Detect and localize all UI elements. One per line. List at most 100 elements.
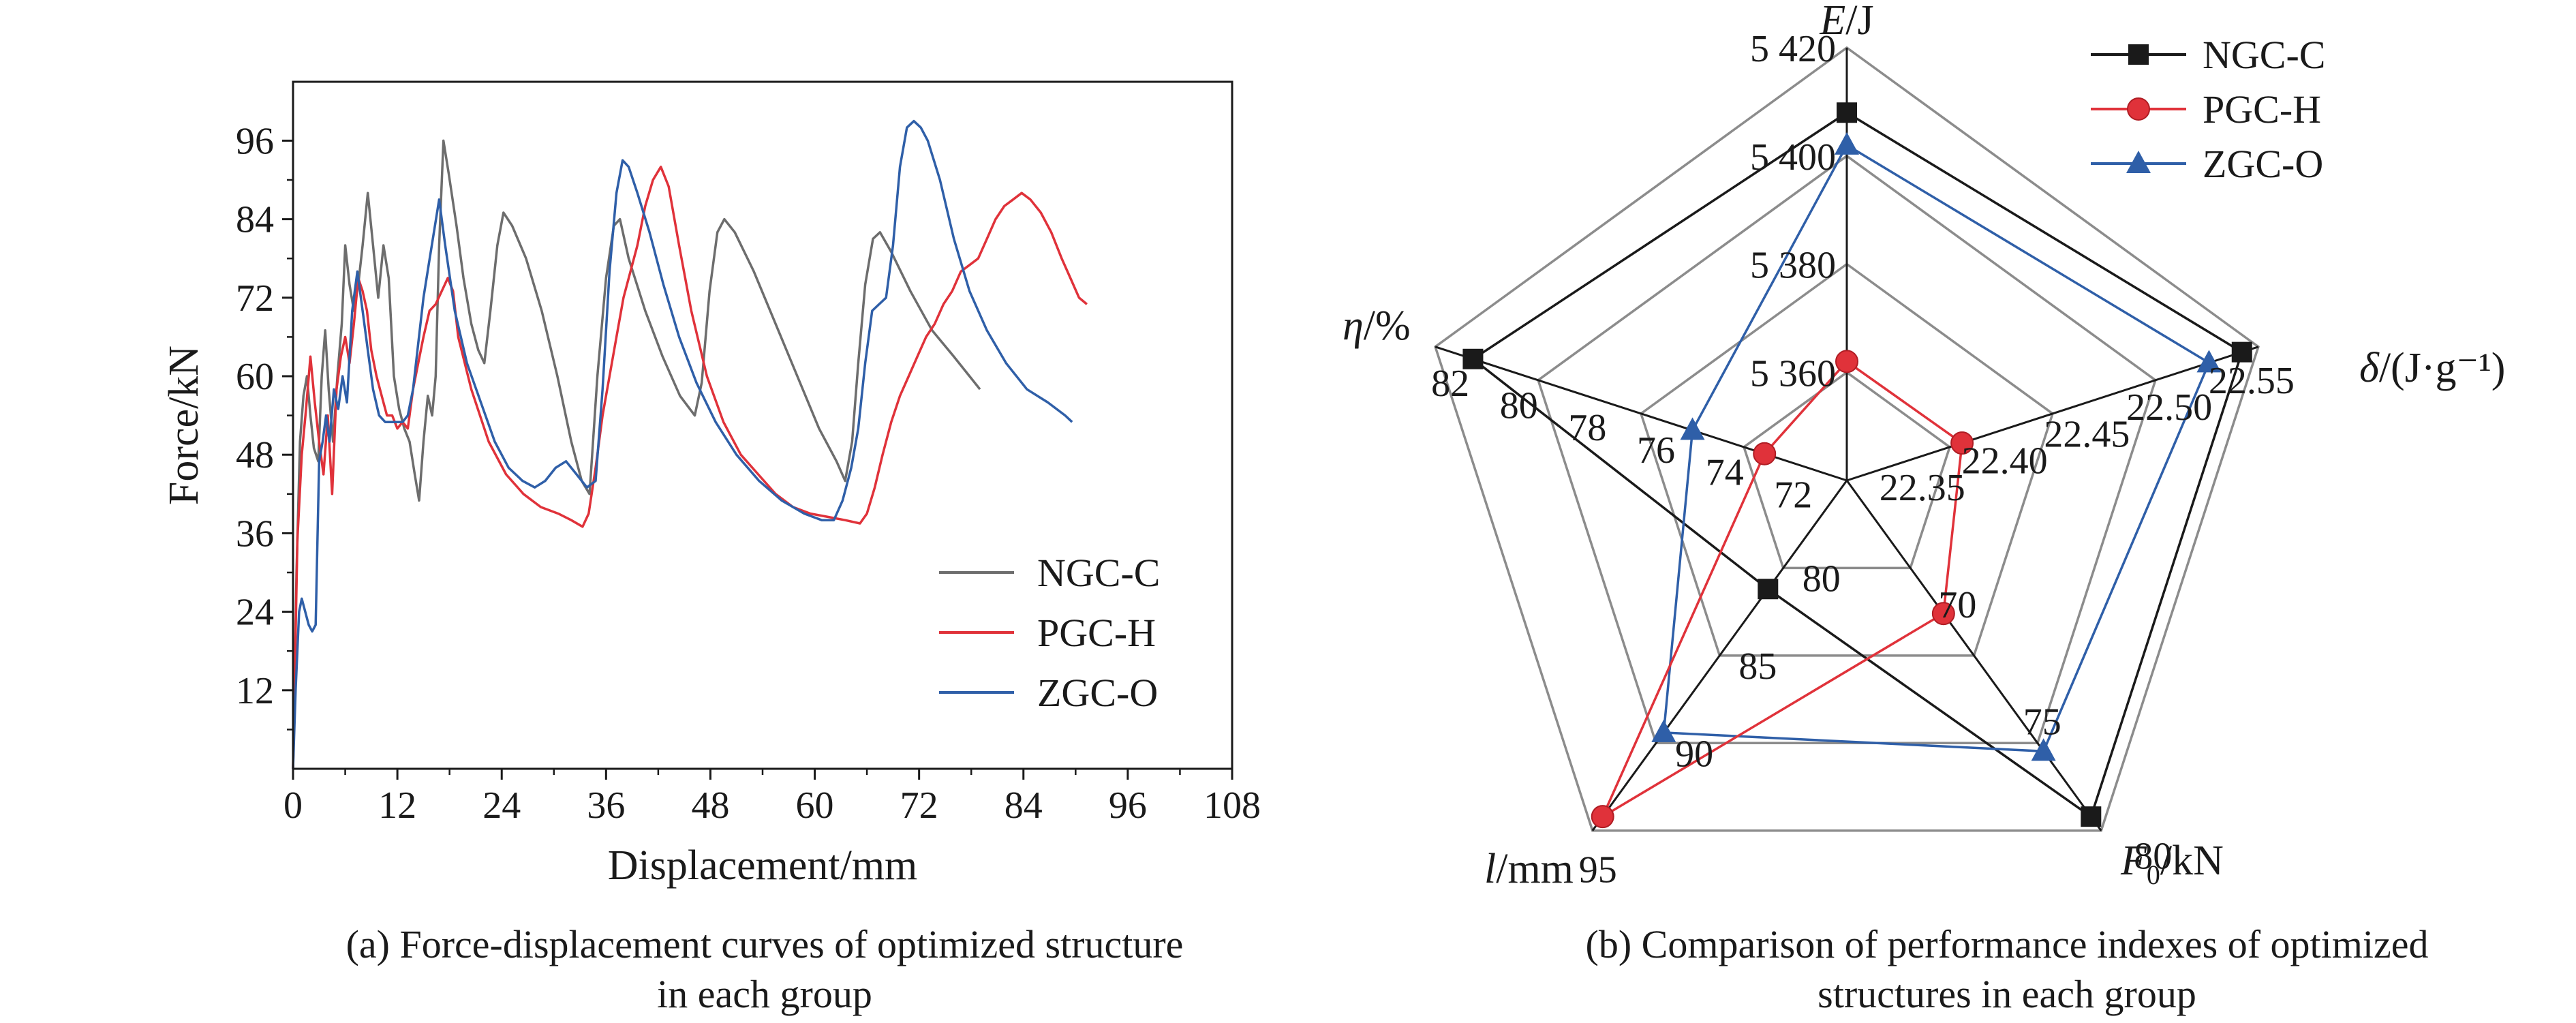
- performance-radar-chart: 5 420 5 400 5 380 5 360 22.5522.5022.4522.40…: [1343, 0, 2505, 1016]
- line-chart-series-group: [292, 119, 1088, 769]
- y-tick-label: 84: [236, 199, 274, 241]
- radar-spoke-l: [1591, 480, 1848, 831]
- radar-axis-subscript-F0: 0: [2147, 859, 2160, 890]
- radar-axis-symbol-eta: η: [1343, 303, 1364, 349]
- radar-legend-label-pgc-h: PGC-H: [2203, 87, 2321, 132]
- radar-tick-eta: 82: [1431, 363, 1469, 405]
- force-displacement-chart: 0 12 24 36 48 60 72 84 96 108 12 24 36 48 60 72 84 96 NGC…: [161, 80, 1261, 1016]
- radar-axis-symbol-F0: F: [2120, 838, 2147, 884]
- series-line-zgc-o: [292, 119, 1073, 769]
- radar-tick-delta: 22.40: [1962, 440, 2048, 483]
- radar-axis-label-delta: δ/(J·g⁻¹): [2359, 345, 2505, 391]
- radar-tick-E: 5 360: [1750, 352, 1836, 395]
- radar-point-ngc-c-F0: [2081, 806, 2102, 827]
- radar-axis-unit-eta: /%: [1364, 303, 1411, 349]
- radar-point-pgc-h-E: [1835, 350, 1858, 373]
- radar-grid: [1434, 46, 2260, 832]
- series-line-pgc-h: [292, 166, 1088, 769]
- x-tick-label: 72: [900, 784, 938, 827]
- y-tick-label: 12: [236, 670, 274, 712]
- radar-legend-marker-pgc-h: [2127, 97, 2150, 121]
- radar-axis-labels: E/J δ/(J·g⁻¹) F0/kN l/mm η/%: [1343, 0, 2505, 892]
- radar-axis-label-E: E/J: [1819, 0, 1873, 44]
- x-tick-label: 96: [1109, 784, 1147, 827]
- radar-spoke-F0: [1845, 480, 2102, 831]
- radar-axis-symbol-l: l: [1484, 846, 1496, 892]
- radar-tick-labels: 5 420 5 400 5 380 5 360 22.5522.5022.4522.40…: [1431, 28, 2295, 891]
- radar-tick-l: 80: [1803, 558, 1841, 600]
- radar-ring: [1537, 154, 2157, 745]
- radar-ring: [1639, 262, 2055, 657]
- radar-tick-l: 85: [1738, 645, 1777, 688]
- radar-axis-unit-F0: /kN: [2160, 838, 2224, 884]
- radar-spoke-delta: [1846, 346, 2259, 482]
- caption-a-line2: in each group: [657, 972, 872, 1016]
- x-tick-label: 84: [1005, 784, 1043, 827]
- y-tick-label: 48: [236, 434, 274, 476]
- y-tick-label: 36: [236, 513, 274, 555]
- radar-point-zgc-o-eta: [1680, 417, 1705, 440]
- y-tick-label: 96: [236, 120, 274, 162]
- radar-tick-E: 5 380: [1750, 245, 1836, 287]
- radar-point-ngc-c-delta: [2231, 341, 2252, 363]
- radar-spoke-eta: [1435, 346, 1847, 482]
- radar-ring: [1434, 46, 2260, 832]
- radar-tick-E: 5 420: [1750, 28, 1836, 70]
- radar-tick-F0: 70: [1938, 584, 1976, 626]
- radar-series-polygon-pgc-h: [1599, 360, 1963, 820]
- radar-tick-delta: 22.45: [2044, 413, 2130, 455]
- caption-a-line1: (a) Force-displacement curves of optimiz…: [346, 922, 1184, 966]
- y-tick-label: 60: [236, 356, 274, 398]
- radar-legend-label-ngc-c: NGC-C: [2203, 33, 2325, 77]
- radar-point-pgc-h-l: [1591, 805, 1614, 829]
- caption-b-line2: structures in each group: [1818, 972, 2196, 1016]
- radar-point-zgc-o-E: [1835, 132, 1859, 155]
- radar-point-zgc-o-delta: [2196, 350, 2222, 373]
- radar-tick-delta: 22.35: [1880, 467, 1965, 509]
- radar-point-pgc-h-F0: [1931, 602, 1955, 626]
- radar-tick-F0: 80: [2134, 836, 2172, 878]
- radar-legend-marker-ngc-c: [2128, 44, 2149, 65]
- radar-axis-label-eta: η/%: [1343, 303, 1411, 349]
- x-tick-label: 24: [482, 784, 521, 827]
- radar-tick-l: 90: [1675, 733, 1713, 775]
- radar-tick-delta: 22.50: [2126, 386, 2212, 429]
- radar-tick-eta: 78: [1568, 407, 1606, 449]
- x-tick-label: 48: [691, 784, 729, 827]
- radar-legend-marker-zgc-o: [2126, 151, 2151, 173]
- radar-tick-eta: 72: [1774, 474, 1812, 516]
- radar-ring: [1742, 371, 1952, 570]
- x-tick-label: 0: [283, 784, 303, 827]
- y-tick-label: 72: [236, 277, 274, 320]
- radar-tick-eta: 74: [1706, 452, 1744, 494]
- legend-label-pgc-h: PGC-H: [1037, 611, 1156, 655]
- radar-legend-label-zgc-o: ZGC-O: [2203, 142, 2323, 186]
- radar-legend: NGC-C PGC-H ZGC-O: [2091, 33, 2325, 186]
- radar-axis-symbol-E: E: [1819, 0, 1845, 44]
- radar-tick-E: 5 400: [1750, 136, 1836, 179]
- legend-label-ngc-c: NGC-C: [1037, 551, 1160, 595]
- radar-axis-symbol-delta: δ: [2359, 345, 2380, 391]
- radar-tick-F0: 75: [2023, 701, 2061, 744]
- radar-point-zgc-o-l: [1651, 719, 1676, 742]
- radar-point-zgc-o-F0: [2031, 738, 2056, 761]
- y-tick-label: 24: [236, 592, 274, 634]
- radar-series-polygon-ngc-c: [1471, 111, 2243, 819]
- radar-point-ngc-c-E: [1837, 102, 1857, 123]
- radar-axis-unit-delta: /(J·g⁻¹): [2379, 345, 2506, 391]
- caption-b-line1: (b) Comparison of performance indexes of…: [1586, 922, 2429, 966]
- radar-tick-eta: 76: [1637, 429, 1675, 472]
- y-axis-label: Force/kN: [161, 346, 207, 505]
- line-chart-ticks: 0 12 24 36 48 60 72 84 96 108 12 24 36 48 60 72 84 96: [236, 120, 1261, 827]
- radar-series-group: [1462, 102, 2252, 829]
- series-line-ngc-c: [292, 139, 981, 769]
- radar-tick-l: 95: [1579, 849, 1617, 891]
- radar-axis-unit-E: /J: [1845, 0, 1873, 44]
- plot-frame: [292, 80, 1233, 770]
- x-axis-label: Displacement/mm: [608, 842, 918, 889]
- radar-tick-delta: 22.55: [2209, 360, 2295, 402]
- radar-axis-unit-l: /mm: [1496, 846, 1574, 892]
- radar-axis-label-F0: F0/kN: [2120, 838, 2224, 890]
- radar-point-ngc-c-eta: [1462, 348, 1484, 369]
